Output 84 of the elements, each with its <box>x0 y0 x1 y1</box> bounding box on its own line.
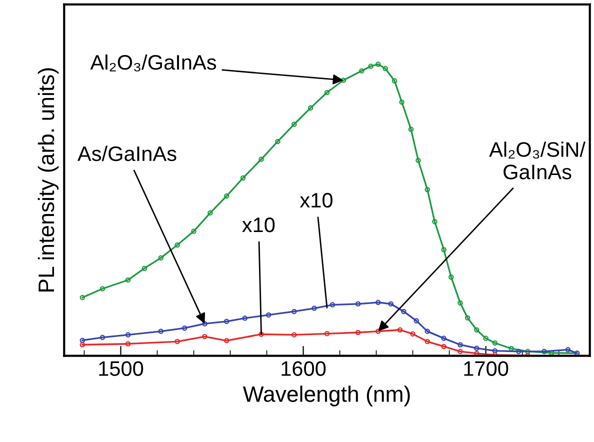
text: As/GaInAs <box>77 146 176 162</box>
point <box>565 347 571 352</box>
point <box>324 90 330 96</box>
point <box>312 306 317 311</box>
point <box>392 78 398 84</box>
point <box>355 330 361 336</box>
point <box>158 255 164 260</box>
point <box>224 193 230 199</box>
y-axis-title: PL intensity (arb. units) <box>38 68 59 292</box>
point <box>292 332 297 338</box>
point <box>492 348 498 354</box>
point <box>424 186 430 192</box>
point <box>424 328 430 334</box>
point <box>375 328 381 334</box>
point <box>525 348 530 354</box>
point <box>158 328 164 334</box>
x-tick-label: 1600 <box>282 361 326 376</box>
point <box>458 342 463 348</box>
point <box>174 242 180 248</box>
point <box>458 300 463 306</box>
x-tick-label: 1500 <box>99 361 144 376</box>
annotation: x10 <box>300 192 332 208</box>
point <box>308 105 314 111</box>
point <box>355 301 361 307</box>
point <box>399 99 404 105</box>
point <box>401 308 406 314</box>
point <box>258 332 264 337</box>
point <box>368 64 374 69</box>
point <box>516 348 522 354</box>
point <box>224 338 230 344</box>
point <box>191 228 196 234</box>
text: Al₂O₃/SiN/ GaInAs <box>489 142 586 180</box>
point <box>80 338 86 343</box>
point <box>441 344 446 350</box>
point <box>125 332 131 338</box>
point <box>359 68 364 74</box>
point <box>441 336 446 341</box>
point <box>324 331 330 336</box>
point <box>340 78 346 83</box>
point <box>474 346 480 351</box>
point <box>330 302 336 308</box>
point <box>174 338 180 344</box>
point <box>464 315 470 321</box>
point <box>100 334 106 340</box>
point <box>208 210 213 216</box>
point <box>483 336 488 341</box>
point <box>202 321 208 326</box>
point <box>408 126 414 132</box>
point <box>224 318 230 324</box>
point <box>382 66 388 72</box>
point <box>292 122 297 127</box>
point <box>125 341 131 346</box>
point <box>448 274 454 280</box>
point <box>375 62 381 67</box>
point <box>182 325 188 331</box>
point <box>492 340 498 346</box>
point <box>258 156 264 162</box>
x-axis-title: Wavelength (nm) <box>242 386 410 406</box>
point <box>100 286 106 292</box>
point <box>441 247 446 252</box>
point <box>202 334 208 340</box>
point <box>424 338 430 344</box>
text: Al₂O₃/GaInAs <box>90 54 216 72</box>
point <box>375 300 381 306</box>
point <box>266 312 272 318</box>
point <box>542 348 547 354</box>
point <box>474 327 480 332</box>
point <box>432 219 438 224</box>
point <box>292 308 297 314</box>
point <box>416 158 421 164</box>
point <box>142 266 148 271</box>
point <box>242 316 248 321</box>
point <box>80 294 86 300</box>
point <box>80 342 86 348</box>
point <box>397 327 403 332</box>
point <box>414 318 420 324</box>
point <box>388 301 394 307</box>
annotation: x10 <box>242 217 275 232</box>
point <box>410 331 416 337</box>
point <box>240 175 246 181</box>
point <box>458 348 463 354</box>
point <box>275 138 280 144</box>
x-tick-label: 1700 <box>464 361 508 376</box>
point <box>125 277 131 283</box>
